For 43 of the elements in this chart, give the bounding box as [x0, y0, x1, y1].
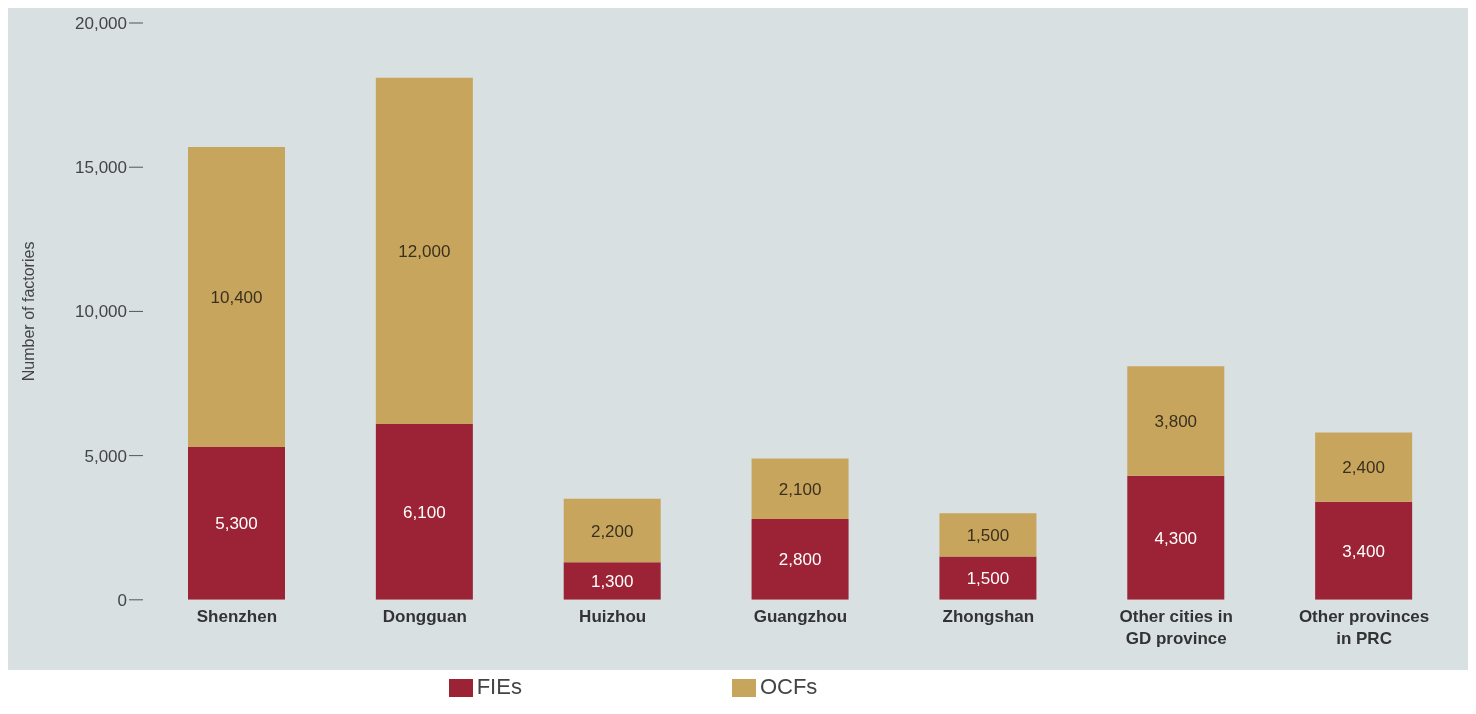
bar [939, 513, 1037, 557]
x-tick-label: Other cities in GD province [1119, 606, 1233, 648]
x-tick-label: Dongguan [382, 606, 467, 626]
data-label: 2,800 [778, 550, 822, 570]
data-label: 3,800 [1154, 412, 1198, 432]
bar [375, 423, 473, 600]
y-tick-label: 20,000 [75, 14, 127, 34]
x-tick-label: Other provinces in PRC [1298, 606, 1430, 648]
data-label: 2,400 [1342, 458, 1385, 478]
bar [751, 519, 849, 600]
x-tick-label: Zhongshan [942, 606, 1035, 626]
y-axis-title: Number of factories [19, 241, 37, 382]
y-tick-label: 10,000 [75, 302, 127, 322]
bar [188, 446, 285, 600]
data-label: 1,300 [590, 572, 634, 592]
y-tick-label: 15,000 [75, 158, 127, 178]
x-tick-label: Guangzhou [753, 606, 848, 626]
legend-label: OCFs [759, 673, 818, 699]
bar [1127, 475, 1225, 600]
legend-label: FIEs [476, 673, 522, 699]
bar [751, 458, 849, 520]
bar [563, 498, 661, 563]
data-label: 1,500 [966, 525, 1010, 545]
data-label: 6,100 [403, 502, 446, 522]
bar [939, 556, 1037, 600]
data-label: 3,400 [1342, 541, 1385, 561]
data-label: 4,300 [1154, 528, 1198, 548]
data-label: 1,500 [966, 569, 1010, 589]
x-tick-label: Shenzhen [196, 606, 278, 626]
bar [563, 562, 661, 600]
data-label: 10,400 [210, 288, 263, 308]
bar [375, 77, 473, 424]
data-label: 2,200 [590, 521, 634, 541]
bar [188, 147, 285, 447]
bar [1315, 501, 1413, 600]
y-tick-label: 0 [117, 590, 127, 610]
x-tick-label: Huizhou [579, 606, 647, 626]
data-label: 5,300 [215, 514, 258, 534]
data-label: 2,100 [778, 479, 822, 499]
data-label: 12,000 [398, 241, 451, 261]
bar [1315, 432, 1413, 502]
bar [1127, 366, 1225, 476]
y-tick-label: 5,000 [84, 446, 127, 466]
